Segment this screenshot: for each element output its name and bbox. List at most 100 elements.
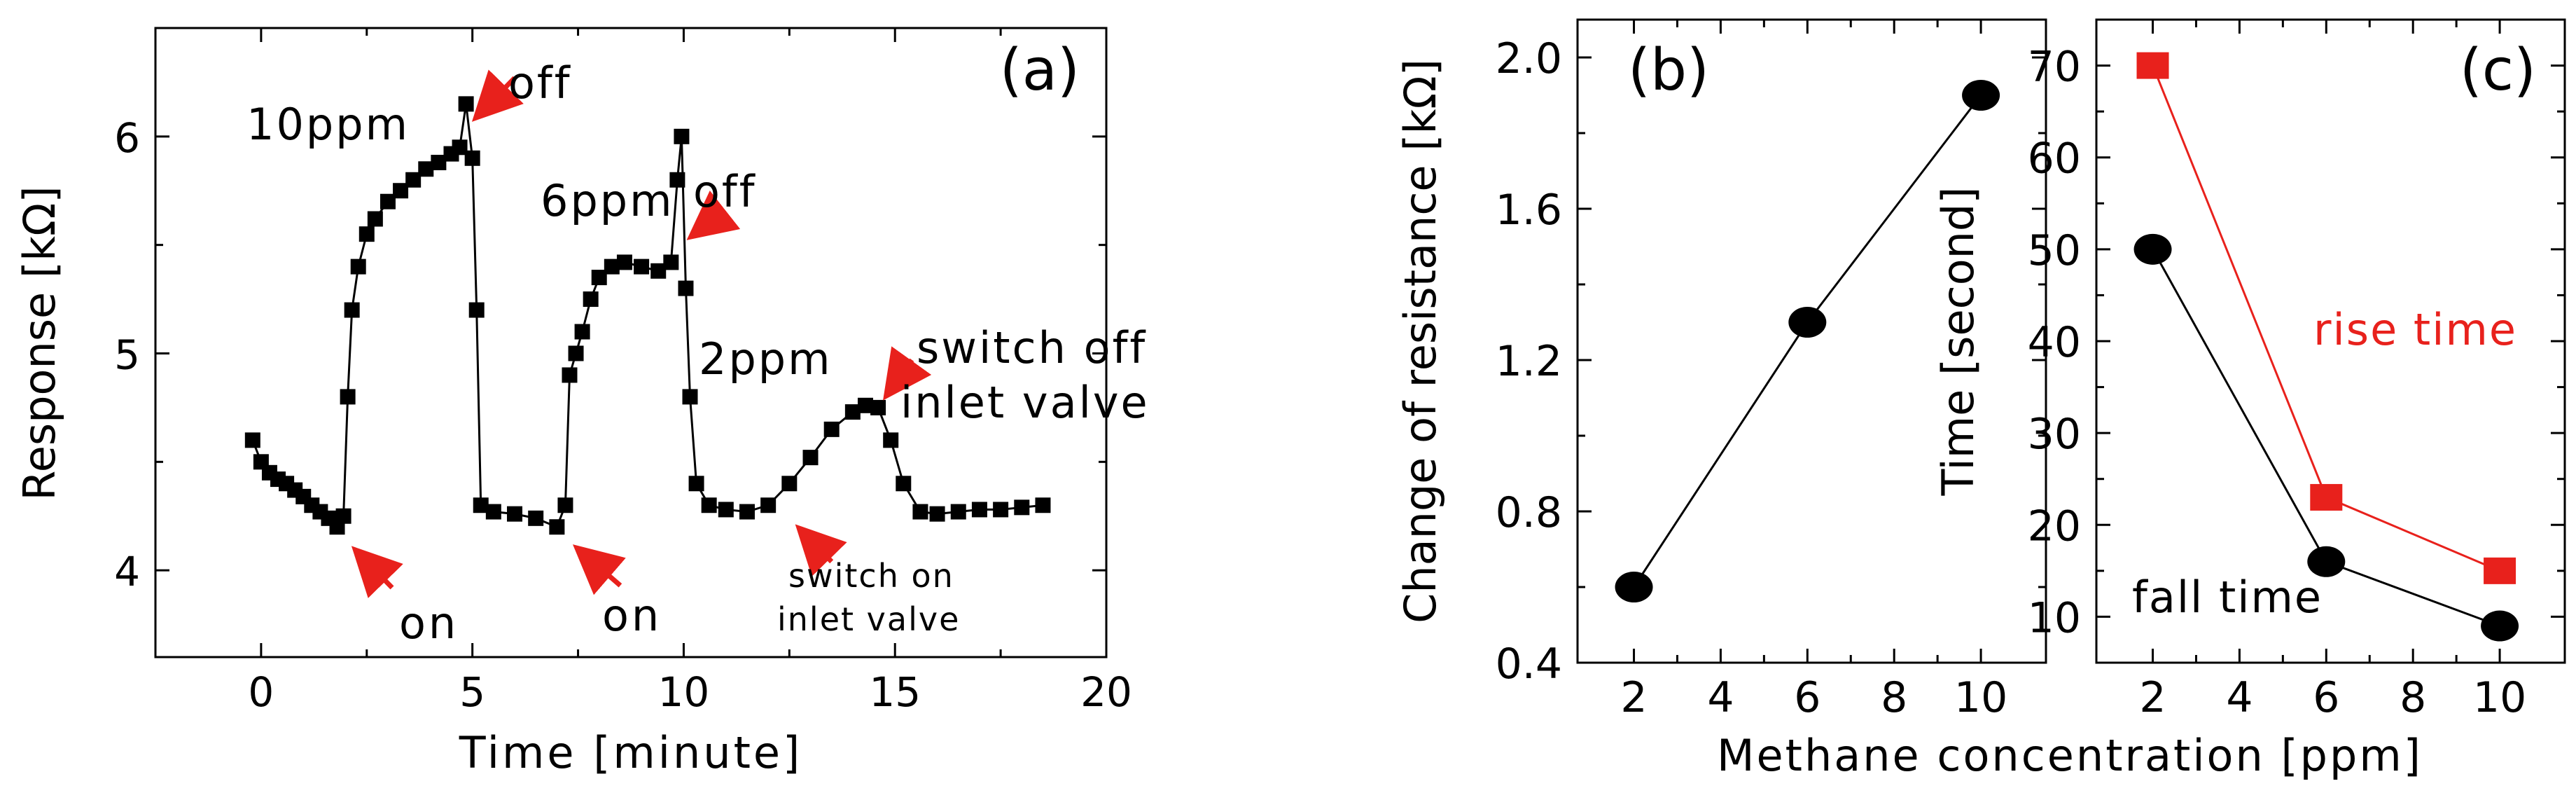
- data-point: [574, 324, 590, 340]
- data-point: [464, 150, 480, 166]
- rise-time-point: [2136, 52, 2169, 79]
- x-tick-label: 4: [2226, 673, 2253, 722]
- x-tick-label: 10: [658, 668, 710, 716]
- data-point: [682, 389, 698, 405]
- y-tick-label: 40: [2028, 318, 2081, 367]
- data-point: [485, 504, 501, 520]
- b-ylabel: Change of resistance [kΩ]: [1395, 59, 1446, 623]
- data-point: [340, 389, 356, 405]
- y-tick-label: 4: [114, 548, 140, 595]
- a-annotation: off: [508, 57, 572, 109]
- c-ylabel: Time [second]: [1933, 187, 1984, 497]
- resistance-series-markers: [1615, 80, 2000, 602]
- panel-c-label: (c): [2460, 37, 2536, 104]
- rise-time-label: rise time: [2313, 304, 2517, 355]
- data-point: [358, 226, 375, 242]
- b-ticks: 2 4 6 8 10 0.4 0.8 1.2 1.6 2.0: [1496, 20, 2046, 722]
- x-tick-label: 10: [2473, 673, 2526, 722]
- y-tick-label: 5: [114, 331, 140, 378]
- y-tick-label: 0.8: [1496, 488, 1562, 537]
- x-tick-label: 5: [459, 668, 485, 716]
- a-annotation: on: [399, 598, 459, 649]
- resistance-series-line: [1633, 95, 1982, 588]
- data-point: [591, 270, 607, 286]
- annotation-arrow: [351, 546, 403, 598]
- fall-time-point: [2481, 610, 2519, 642]
- data-point: [883, 432, 899, 448]
- data-point: [971, 502, 987, 518]
- data-point: [431, 154, 447, 170]
- data-point: [557, 497, 573, 513]
- a-annotation: on: [602, 590, 662, 641]
- data-point: [452, 139, 468, 156]
- data-point: [418, 161, 434, 177]
- y-tick-label: 60: [2028, 134, 2081, 184]
- y-tick-label: 30: [2028, 410, 2081, 459]
- a-annotation: inlet valve: [900, 377, 1150, 428]
- rise-time-point: [2310, 483, 2343, 511]
- data-point: [674, 128, 690, 144]
- y-tick-label: 70: [2028, 43, 2081, 92]
- c-ticks: 2 4 6 8 10 10 20 30 40 50 60 70: [2028, 20, 2565, 722]
- data-point: [344, 302, 360, 318]
- data-point: [650, 263, 667, 279]
- data-point: [802, 450, 819, 466]
- x-tick-label: 8: [1881, 673, 1907, 722]
- y-tick-label: 1.6: [1496, 186, 1562, 235]
- a-annotation: 2ppm: [699, 333, 833, 385]
- y-tick-label: 0.4: [1496, 640, 1562, 689]
- data-point: [929, 506, 945, 522]
- panel-c: 2 4 6 8 10 10 20 30 40 50 60 70 (c) Time [second] r…: [1933, 18, 2566, 722]
- a-annotation: 6ppm: [541, 175, 674, 226]
- data-point: [1962, 80, 2000, 111]
- a-annotation: off: [693, 166, 757, 217]
- data-point: [760, 497, 777, 513]
- x-tick-label: 20: [1080, 668, 1132, 716]
- annotation-arrow: [883, 346, 932, 401]
- data-point: [1014, 499, 1030, 516]
- annotation-arrow: [572, 544, 626, 595]
- a-ylabel: Response [kΩ]: [14, 186, 65, 500]
- data-point: [912, 504, 928, 520]
- data-point: [663, 254, 679, 270]
- data-point: [857, 397, 873, 413]
- data-point: [823, 421, 840, 437]
- data-point: [844, 404, 861, 420]
- data-point: [458, 96, 474, 112]
- x-tick-label: 2: [1620, 673, 1647, 722]
- data-point: [634, 258, 650, 275]
- data-point: [616, 254, 632, 270]
- data-point: [244, 432, 260, 448]
- a-annotation: switch on: [788, 557, 954, 595]
- data-point: [701, 497, 717, 513]
- data-point: [688, 476, 704, 492]
- data-point: [335, 508, 351, 524]
- panel-a: 0 5 10 15 20 4 5 6 (a) Time [minute] Response […: [14, 27, 1150, 778]
- data-point: [950, 504, 966, 520]
- fall-time-point: [2133, 233, 2172, 265]
- a-arrows: [351, 69, 932, 598]
- data-point: [896, 476, 912, 492]
- panel-b-label: (b): [1628, 37, 1709, 104]
- x-tick-label: 10: [1954, 673, 2007, 722]
- data-point: [669, 172, 685, 188]
- data-point: [350, 258, 366, 275]
- rise-time-point: [2484, 557, 2516, 584]
- y-tick-label: 10: [2028, 593, 2081, 642]
- response-series-markers: [244, 96, 1051, 535]
- data-point: [405, 172, 422, 188]
- response-series-line: [251, 104, 1043, 529]
- y-tick-label: 20: [2028, 502, 2081, 551]
- annotation-arrow: [795, 524, 847, 577]
- data-point: [604, 258, 620, 275]
- a-annotation: inlet valve: [777, 600, 960, 638]
- data-point: [678, 280, 694, 296]
- x-tick-label: 8: [2400, 673, 2426, 722]
- data-point: [1035, 497, 1051, 513]
- data-point: [380, 193, 396, 209]
- x-tick-label: 6: [2313, 673, 2339, 722]
- data-point: [718, 502, 734, 518]
- y-tick-label: 2.0: [1496, 34, 1562, 83]
- data-point: [993, 502, 1009, 518]
